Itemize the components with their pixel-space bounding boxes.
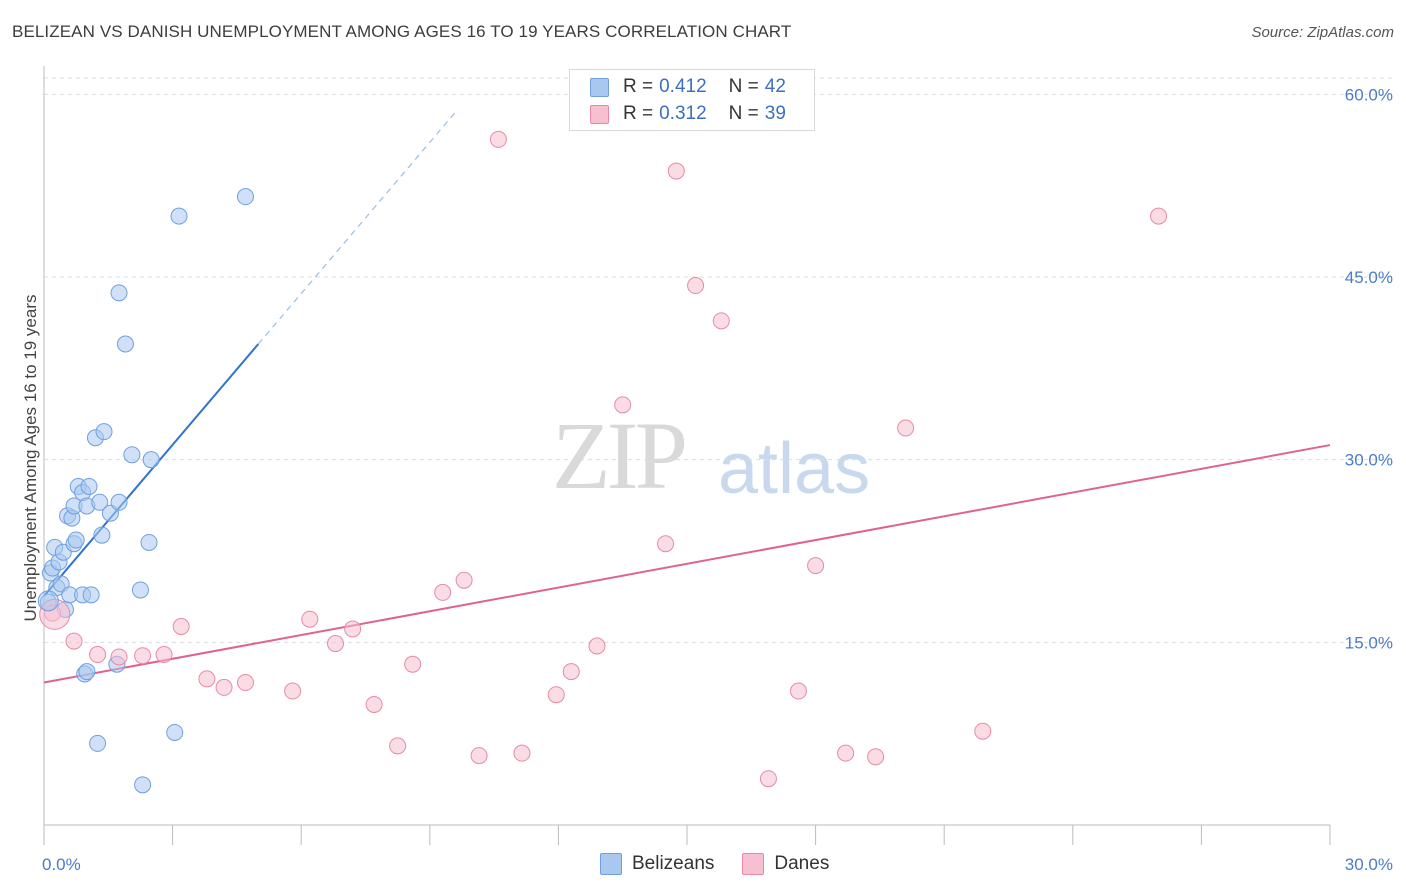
point-belizeans xyxy=(78,663,96,681)
series-legend-belizeans: Belizeans xyxy=(600,853,714,875)
legend-n-label: N = xyxy=(728,103,759,124)
trendlines xyxy=(43,111,1331,684)
point-belizeans xyxy=(93,526,111,544)
x-tick-label: 0.0% xyxy=(42,855,81,874)
legend-r-label: R = xyxy=(623,76,654,97)
series-swatch-danes xyxy=(742,853,765,875)
point-belizeans xyxy=(131,581,149,599)
point-danes xyxy=(837,744,855,762)
point-danes xyxy=(39,598,71,630)
point-danes xyxy=(172,618,190,636)
x-tick-label: 30.0% xyxy=(1345,855,1393,874)
series-label-belizeans: Belizeans xyxy=(632,853,715,874)
legend-r-value: 0.312 xyxy=(659,103,707,124)
point-danes xyxy=(547,686,565,704)
legend-n-value: 42 xyxy=(764,76,786,97)
point-danes xyxy=(489,130,507,148)
series-legend-danes: Danes xyxy=(742,853,829,875)
point-belizeans xyxy=(134,776,152,794)
point-danes xyxy=(65,632,83,650)
point-danes xyxy=(1150,207,1168,225)
point-belizeans xyxy=(110,284,128,302)
point-belizeans xyxy=(236,188,254,206)
y-axis-label: Unemployment Among Ages 16 to 19 years xyxy=(21,295,40,622)
point-danes xyxy=(134,647,152,665)
legend-swatch-danes xyxy=(590,104,609,124)
point-belizeans xyxy=(166,723,184,741)
point-danes xyxy=(513,744,531,762)
point-danes xyxy=(974,722,992,740)
y-tick-label: 60.0% xyxy=(1345,85,1393,104)
point-danes xyxy=(110,648,128,666)
axes xyxy=(43,66,1331,845)
point-belizeans xyxy=(89,734,107,752)
point-danes xyxy=(89,646,107,664)
legend-swatch-belizeans xyxy=(590,77,609,97)
trendline-belizeans xyxy=(43,343,260,597)
trendline-danes xyxy=(43,444,1331,684)
legend-r-value: 0.412 xyxy=(659,76,707,97)
point-danes xyxy=(389,737,407,755)
point-danes xyxy=(326,635,344,653)
legend-row-belizeans: R = 0.412 N = 42 xyxy=(590,76,786,98)
point-belizeans xyxy=(95,423,113,441)
point-danes xyxy=(198,670,216,688)
y-tick-label: 15.0% xyxy=(1345,633,1393,652)
point-danes xyxy=(588,637,606,655)
point-danes xyxy=(365,695,383,713)
point-danes xyxy=(789,682,807,700)
point-danes xyxy=(562,663,580,681)
series-swatch-belizeans xyxy=(600,853,622,875)
tick-labels: 15.0% 30.0% 45.0% 60.0% 0.0% 30.0% xyxy=(42,85,1393,874)
trendline-belizeans-extension xyxy=(257,111,456,345)
point-danes xyxy=(807,557,825,575)
watermark-atlas: atlas xyxy=(718,429,871,509)
point-danes xyxy=(404,655,422,673)
point-danes xyxy=(657,535,675,553)
point-danes xyxy=(897,419,915,437)
watermark-zip: ZIP xyxy=(552,402,688,509)
series-label-danes: Danes xyxy=(774,853,830,874)
legend-n-label: N = xyxy=(728,76,759,97)
y-tick-label: 30.0% xyxy=(1345,451,1393,470)
point-belizeans xyxy=(116,335,134,353)
point-belizeans xyxy=(142,451,160,469)
point-danes xyxy=(470,747,488,765)
source-label: Source: ZipAtlas.com xyxy=(1251,24,1394,41)
correlation-legend: R = 0.412 N = 42 R = 0.312 N = 39 xyxy=(569,69,815,131)
point-danes xyxy=(867,748,885,766)
point-danes xyxy=(455,571,473,589)
point-belizeans xyxy=(110,493,128,511)
series-legend: Belizeans Danes xyxy=(600,853,857,875)
point-belizeans xyxy=(91,493,109,511)
data-points xyxy=(37,130,1168,794)
point-danes xyxy=(687,277,705,295)
legend-row-danes: R = 0.312 N = 39 xyxy=(590,103,786,125)
point-danes xyxy=(155,646,173,664)
point-danes xyxy=(667,162,685,180)
point-belizeans xyxy=(170,207,188,225)
y-tick-label: 45.0% xyxy=(1345,268,1393,287)
point-belizeans xyxy=(37,590,59,612)
point-danes xyxy=(434,583,452,601)
point-danes xyxy=(759,770,777,788)
point-danes xyxy=(344,620,362,638)
point-danes xyxy=(301,610,319,628)
point-belizeans xyxy=(67,531,85,549)
point-danes xyxy=(614,396,632,414)
point-danes xyxy=(236,674,254,692)
legend-n-value: 39 xyxy=(764,103,786,124)
chart-title: BELIZEAN VS DANISH UNEMPLOYMENT AMONG AG… xyxy=(12,22,792,41)
point-belizeans xyxy=(80,477,98,495)
point-danes xyxy=(215,678,233,696)
point-danes xyxy=(712,312,730,330)
point-belizeans xyxy=(140,533,158,551)
point-belizeans xyxy=(123,446,141,464)
point-belizeans xyxy=(82,586,100,604)
legend-r-label: R = xyxy=(623,103,654,124)
point-danes xyxy=(284,682,302,700)
